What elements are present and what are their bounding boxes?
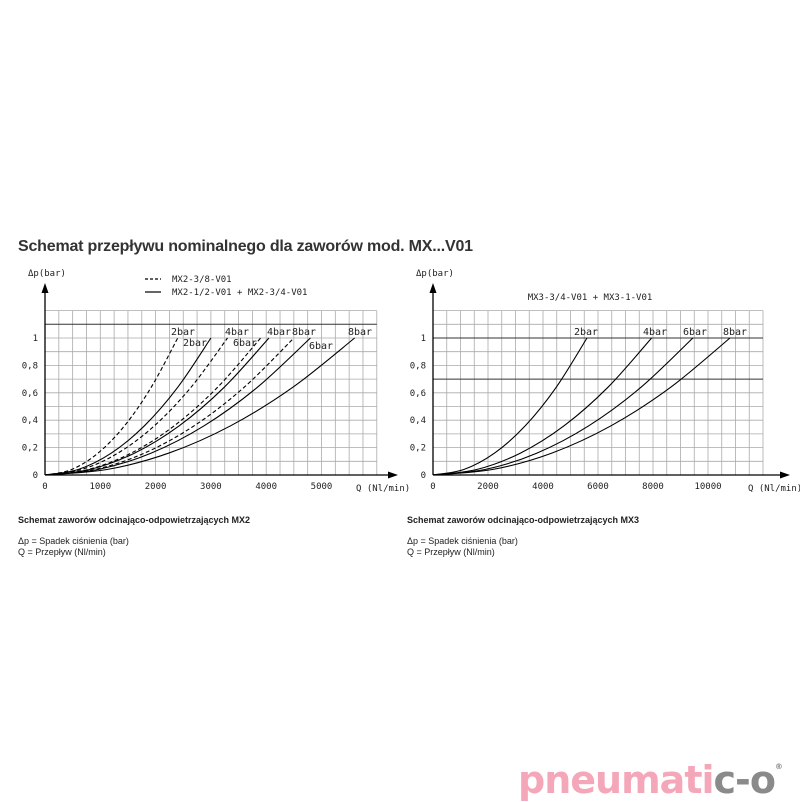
y-axis-arrow-icon (41, 283, 49, 293)
x-tick-label: 4000 (532, 482, 554, 492)
y-tick-label: 0,6 (22, 389, 38, 399)
caption-line-q: Q = Przepływ (Nl/min) (407, 547, 495, 557)
y-tick-label: 1 (421, 334, 426, 344)
y-axis-label: Δp(bar) (28, 269, 66, 279)
chart-title: MX3-3/4-V01 + MX3-1-V01 (528, 293, 653, 303)
legend-label: MX2-1/2-V01 + MX2-3/4-V01 (172, 288, 307, 298)
series-line-2bar-solid (44, 337, 212, 476)
logo-text-pink: pneumati (518, 758, 715, 802)
x-tick-label: 10000 (694, 482, 721, 492)
series-label-6bar: 6bar (309, 341, 333, 352)
caption-mx2: Schemat zaworów odcinająco-odpowietrzają… (18, 515, 250, 558)
series-line-4bar-solid (432, 337, 653, 476)
legend-label: MX2-3/8-V01 (172, 275, 232, 285)
series-label-4bar: 4bar (225, 327, 249, 338)
caption-line-dp: Δp = Spadek ciśnienia (bar) (407, 536, 518, 546)
page-title: Schemat przepływu nominalnego dla zaworó… (18, 238, 473, 255)
y-tick-label: 0,2 (410, 444, 426, 454)
caption-mx3: Schemat zaworów odcinająco-odpowietrzają… (407, 515, 639, 558)
series-line-4bar-solid (44, 337, 270, 476)
y-tick-label: 0 (421, 471, 426, 481)
x-tick-label: 0 (42, 482, 47, 492)
x-tick-label: 1000 (89, 482, 111, 492)
series-label-2bar: 2bar (574, 327, 598, 338)
x-axis-arrow-icon (388, 471, 398, 479)
x-tick-label: 4000 (255, 482, 277, 492)
series-label-6bar: 6bar (233, 338, 257, 349)
y-axis-arrow-icon (429, 283, 437, 293)
x-axis-label: Q (Nl/min) (748, 484, 800, 494)
series-line-4bar-dashed (44, 337, 228, 476)
caption-heading: Schemat zaworów odcinająco-odpowietrzają… (18, 515, 251, 525)
series-label-4bar: 4bar (267, 327, 291, 338)
registered-mark: ® (774, 762, 783, 771)
series-label-2bar: 2bar (183, 338, 207, 349)
x-tick-label: 0 (430, 482, 435, 492)
series-label-4bar: 4bar (643, 327, 667, 338)
pneumatico-logo: pneumatic-o® (518, 758, 783, 802)
x-tick-label: 8000 (642, 482, 664, 492)
caption-heading: Schemat zaworów odcinająco-odpowietrzają… (407, 515, 640, 525)
series-line-2bar-solid (432, 337, 588, 476)
x-tick-label: 3000 (200, 482, 222, 492)
y-tick-label: 0,6 (410, 389, 426, 399)
series-label-8bar: 8bar (348, 327, 372, 338)
x-tick-label: 6000 (587, 482, 609, 492)
y-axis-label: Δp(bar) (416, 269, 454, 279)
x-axis-label: Q (Nl/min) (356, 484, 410, 494)
series-label-8bar: 8bar (292, 327, 316, 338)
logo-text-gray: c-o (713, 758, 776, 802)
series-line-6bar-solid (432, 337, 694, 476)
x-tick-label: 2000 (477, 482, 499, 492)
y-tick-label: 1 (33, 334, 38, 344)
y-tick-label: 0,4 (410, 416, 426, 426)
x-tick-label: 2000 (145, 482, 167, 492)
series-label-2bar: 2bar (171, 327, 195, 338)
series-line-8bar-solid (44, 337, 356, 476)
y-tick-label: 0 (33, 471, 38, 481)
y-tick-label: 0,2 (22, 444, 38, 454)
y-tick-label: 0,8 (22, 361, 38, 371)
x-axis-arrow-icon (780, 471, 790, 479)
series-line-8bar-solid (432, 337, 731, 476)
caption-line-dp: Δp = Spadek ciśnienia (bar) (18, 536, 129, 546)
y-tick-label: 0,4 (22, 416, 38, 426)
series-line-6bar-solid (44, 337, 311, 476)
series-label-6bar: 6bar (683, 327, 707, 338)
y-tick-label: 0,8 (410, 361, 426, 371)
caption-line-q: Q = Przepływ (Nl/min) (18, 547, 106, 557)
series-label-8bar: 8bar (723, 327, 747, 338)
x-tick-label: 5000 (311, 482, 333, 492)
